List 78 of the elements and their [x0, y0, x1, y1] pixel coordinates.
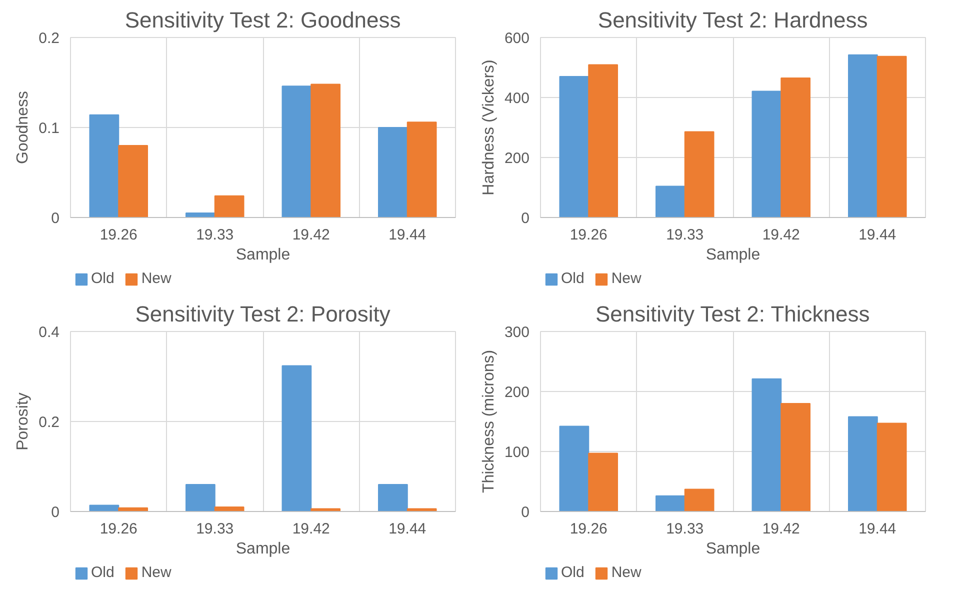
bar: [684, 488, 714, 512]
y-tick-label: 300: [504, 324, 530, 341]
bar: [310, 84, 340, 218]
legend-label: Old: [91, 270, 114, 287]
bar: [876, 56, 907, 218]
bar: [282, 86, 312, 218]
x-tick-label: 19.44: [388, 226, 426, 244]
y-tick-label: 200: [504, 384, 530, 401]
x-tick-label: 19.42: [292, 226, 330, 244]
y-tick-label: 200: [504, 150, 530, 167]
x-tick-label: 19.26: [570, 226, 608, 244]
y-axis-title: Goodness: [14, 91, 32, 164]
legend-label: New: [611, 564, 642, 581]
y-tick-label: 0.2: [38, 414, 60, 431]
y-tick-label: 0: [521, 210, 530, 227]
y-axis-title: Hardness (Vickers): [480, 60, 498, 196]
x-tick-label: 19.42: [292, 520, 330, 538]
legend-label: Old: [561, 564, 584, 581]
bar: [752, 90, 782, 218]
bar: [780, 78, 810, 218]
x-tick-label: 19.33: [666, 226, 704, 244]
bar: [780, 403, 810, 512]
bar: [559, 426, 590, 512]
bar: [378, 127, 408, 218]
bar: [588, 64, 618, 218]
bar: [848, 54, 878, 218]
bar: [214, 506, 244, 512]
legend-label: New: [141, 564, 172, 581]
bar: [848, 416, 878, 512]
y-axis-title: Thickness (microns): [480, 350, 498, 494]
y-tick-label: 0.1: [38, 120, 60, 137]
bar: [89, 504, 120, 512]
x-axis-title: Sample: [236, 540, 290, 558]
bar: [876, 422, 907, 512]
y-tick-label: 0.4: [38, 324, 60, 341]
y-tick-label: 0: [521, 504, 530, 521]
x-tick-label: 19.33: [666, 520, 704, 538]
y-tick-label: 0: [51, 210, 60, 227]
bar: [656, 495, 686, 512]
x-tick-label: 19.42: [762, 226, 800, 244]
x-tick-label: 19.44: [858, 226, 896, 244]
x-axis-title: Sample: [706, 246, 760, 264]
bar: [186, 484, 216, 512]
y-axis-title: Porosity: [14, 392, 32, 450]
y-tick-label: 100: [504, 444, 530, 461]
x-axis-title: Sample: [706, 540, 760, 558]
x-tick-label: 19.33: [196, 520, 234, 538]
bar: [588, 452, 618, 512]
bar: [559, 76, 590, 218]
x-tick-label: 19.44: [858, 520, 896, 538]
bar: [282, 365, 312, 512]
bar: [378, 484, 408, 512]
y-tick-label: 0.2: [38, 30, 60, 47]
chart-title: Sensitivity Test 2: Goodness: [124, 8, 401, 32]
legend-label: New: [611, 270, 642, 287]
chart-title: Sensitivity Test 2: Hardness: [598, 8, 868, 32]
chart-title: Sensitivity Test 2: Porosity: [135, 302, 390, 326]
bar: [118, 145, 148, 218]
x-tick-label: 19.26: [100, 520, 138, 538]
bar: [89, 114, 120, 218]
bar: [406, 122, 437, 218]
x-tick-label: 19.33: [196, 226, 234, 244]
y-tick-label: 0: [51, 504, 60, 521]
y-tick-label: 600: [504, 30, 530, 47]
x-tick-label: 19.26: [100, 226, 138, 244]
bar: [684, 131, 714, 218]
x-tick-label: 19.44: [388, 520, 426, 538]
x-tick-label: 19.42: [762, 520, 800, 538]
legend-label: Old: [561, 270, 584, 287]
y-tick-label: 400: [504, 90, 530, 107]
bar: [214, 195, 244, 218]
legend-label: Old: [91, 564, 114, 581]
x-axis-title: Sample: [236, 246, 290, 264]
bar: [752, 378, 782, 512]
legend-label: New: [141, 270, 172, 287]
x-tick-label: 19.26: [570, 520, 608, 538]
bar: [656, 186, 686, 218]
chart-title: Sensitivity Test 2: Thickness: [595, 302, 870, 326]
